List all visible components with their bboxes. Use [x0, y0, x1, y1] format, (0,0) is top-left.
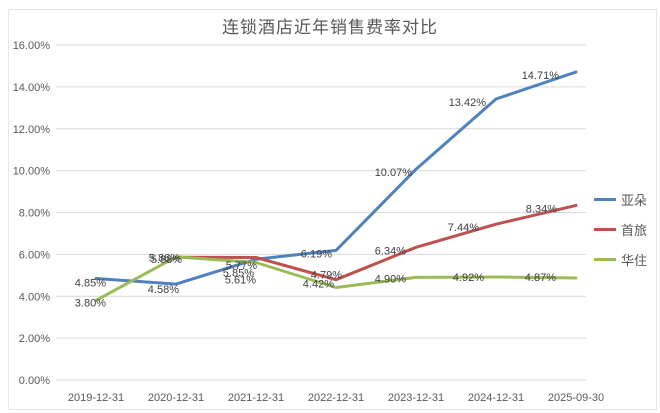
data-label-btg: 8.34% [526, 203, 557, 215]
data-label-btg: 5.86% [149, 252, 180, 264]
y-axis-tick-label: 6.00% [19, 249, 50, 261]
x-axis-tick-label: 2021-12-31 [228, 392, 284, 404]
y-axis-tick-label: 12.00% [13, 124, 51, 136]
x-axis-tick-label: 2025-09-30 [548, 392, 604, 404]
legend-item-atour[interactable]: 亚朵 [594, 190, 647, 209]
legend-swatch-huazhu [594, 258, 616, 261]
legend-label: 首旅 [621, 223, 648, 238]
data-label-atour: 10.07% [375, 167, 413, 179]
data-label-huazhu: 5.61% [225, 275, 256, 287]
data-label-atour: 6.19% [301, 248, 332, 260]
data-label-atour: 5.77% [226, 260, 257, 272]
data-label-btg: 5.85% [223, 268, 254, 280]
data-label-atour: 13.42% [449, 97, 487, 109]
y-axis-tick-label: 4.00% [19, 291, 50, 303]
y-axis-tick-label: 10.00% [13, 166, 51, 178]
data-label-huazhu: 3.80% [75, 297, 106, 309]
x-axis-tick-label: 2020-12-31 [148, 392, 204, 404]
y-axis-tick-label: 14.00% [13, 82, 51, 94]
legend-item-btg[interactable]: 首旅 [594, 220, 647, 239]
data-label-huazhu: 4.87% [525, 272, 556, 284]
x-axis-tick-label: 2022-12-31 [308, 392, 364, 404]
data-label-btg: 7.44% [448, 222, 479, 234]
data-label-btg: 6.34% [375, 245, 406, 257]
data-label-atour: 4.58% [148, 284, 179, 296]
x-axis-tick-label: 2019-12-31 [68, 392, 124, 404]
y-axis-tick-label: 2.00% [19, 333, 50, 345]
chart-title: 连锁酒店近年销售费率对比 [222, 18, 438, 37]
data-label-btg: 4.79% [311, 270, 342, 282]
x-axis-tick-label: 2023-12-31 [388, 392, 444, 404]
y-axis-tick-label: 8.00% [19, 208, 50, 220]
series-line-btg [174, 203, 578, 282]
data-label-huazhu: 4.90% [375, 273, 406, 285]
chart-legend: 亚朵 首旅 华住 [594, 190, 647, 269]
y-axis-tick-label: 16.00% [13, 40, 51, 52]
series-line-atour [94, 70, 578, 286]
x-axis-tick-label: 2024-12-31 [468, 392, 524, 404]
legend-label: 亚朵 [621, 193, 648, 208]
legend-label: 华住 [621, 253, 648, 268]
data-label-huazhu: 4.42% [303, 278, 334, 290]
y-axis-tick-label: 0.00% [19, 375, 50, 387]
legend-swatch-btg [594, 228, 616, 231]
data-label-huazhu: 4.92% [453, 272, 484, 284]
data-label-atour: 14.71% [522, 70, 560, 82]
data-label-huazhu: 5.88% [151, 254, 182, 266]
series-line-huazhu [94, 255, 578, 302]
data-label-atour: 4.85% [75, 277, 106, 289]
legend-item-huazhu[interactable]: 华住 [594, 250, 647, 269]
legend-swatch-atour [594, 198, 616, 201]
